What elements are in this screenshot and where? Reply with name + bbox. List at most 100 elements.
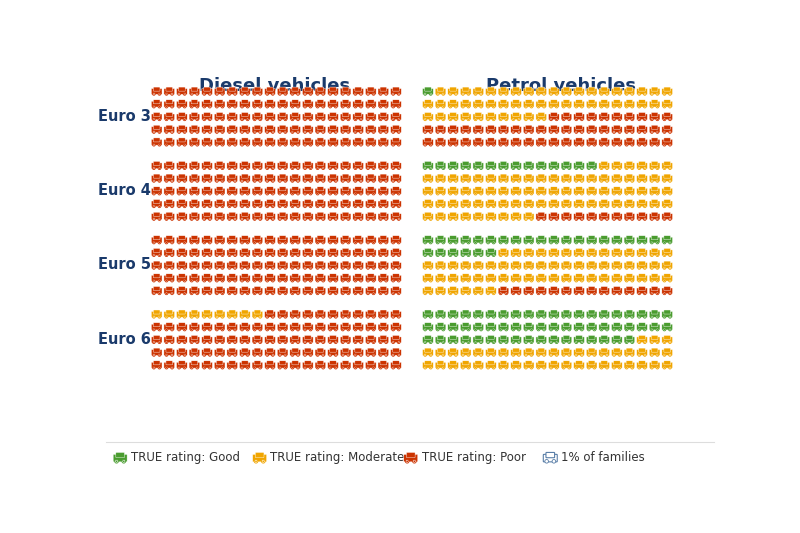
Circle shape [606, 367, 608, 368]
FancyBboxPatch shape [599, 337, 610, 343]
FancyBboxPatch shape [328, 288, 338, 294]
Circle shape [631, 241, 634, 244]
Circle shape [354, 131, 356, 133]
Circle shape [600, 366, 603, 369]
FancyBboxPatch shape [265, 114, 275, 120]
Circle shape [354, 105, 357, 108]
Circle shape [310, 144, 311, 146]
FancyBboxPatch shape [390, 324, 402, 330]
Circle shape [562, 279, 565, 282]
Circle shape [309, 341, 312, 344]
FancyBboxPatch shape [353, 163, 363, 168]
FancyBboxPatch shape [380, 87, 386, 91]
FancyBboxPatch shape [239, 140, 250, 145]
FancyBboxPatch shape [526, 87, 532, 91]
FancyBboxPatch shape [189, 337, 200, 343]
Circle shape [593, 180, 596, 182]
Circle shape [366, 217, 370, 221]
Circle shape [203, 217, 206, 221]
Circle shape [467, 192, 470, 195]
Circle shape [462, 193, 464, 195]
Circle shape [279, 354, 281, 356]
Circle shape [568, 292, 570, 295]
FancyBboxPatch shape [614, 212, 620, 216]
Circle shape [347, 266, 350, 269]
Circle shape [379, 353, 382, 356]
FancyBboxPatch shape [151, 101, 162, 107]
Circle shape [606, 280, 608, 281]
FancyBboxPatch shape [435, 214, 446, 220]
FancyBboxPatch shape [450, 199, 457, 204]
Circle shape [178, 367, 180, 368]
Circle shape [380, 293, 382, 294]
Circle shape [335, 180, 337, 182]
Circle shape [259, 144, 261, 146]
FancyBboxPatch shape [549, 127, 559, 132]
FancyBboxPatch shape [292, 138, 298, 142]
FancyBboxPatch shape [599, 250, 610, 256]
Circle shape [271, 217, 274, 221]
Circle shape [594, 131, 595, 133]
FancyBboxPatch shape [561, 237, 572, 243]
Circle shape [215, 167, 218, 169]
Circle shape [525, 219, 526, 220]
Circle shape [588, 219, 590, 220]
FancyBboxPatch shape [202, 88, 212, 94]
Circle shape [379, 131, 382, 133]
FancyBboxPatch shape [460, 88, 471, 94]
Circle shape [424, 279, 426, 282]
Circle shape [594, 267, 595, 269]
Circle shape [462, 280, 464, 281]
FancyBboxPatch shape [367, 361, 374, 365]
Circle shape [254, 180, 255, 182]
Circle shape [563, 293, 564, 294]
Circle shape [342, 180, 344, 182]
FancyBboxPatch shape [588, 138, 595, 142]
Circle shape [550, 316, 553, 318]
Circle shape [454, 192, 458, 195]
Circle shape [178, 266, 181, 269]
Circle shape [247, 180, 248, 182]
FancyBboxPatch shape [279, 310, 286, 314]
FancyBboxPatch shape [586, 163, 597, 168]
Circle shape [322, 279, 325, 282]
Circle shape [304, 180, 306, 182]
Circle shape [538, 316, 539, 318]
FancyBboxPatch shape [151, 263, 162, 268]
Circle shape [669, 131, 671, 133]
FancyBboxPatch shape [191, 174, 198, 178]
FancyBboxPatch shape [154, 138, 160, 142]
Circle shape [543, 354, 545, 356]
Circle shape [216, 280, 218, 281]
Circle shape [191, 280, 192, 281]
Circle shape [184, 167, 186, 169]
Circle shape [266, 367, 268, 368]
FancyBboxPatch shape [651, 274, 658, 278]
Circle shape [430, 329, 431, 330]
Circle shape [316, 266, 319, 269]
Circle shape [542, 205, 546, 208]
Circle shape [500, 93, 502, 94]
Circle shape [518, 144, 519, 146]
Circle shape [322, 205, 325, 208]
Circle shape [480, 280, 482, 281]
Circle shape [342, 167, 344, 169]
Circle shape [191, 193, 192, 195]
Circle shape [467, 93, 470, 95]
Circle shape [234, 205, 237, 208]
Circle shape [569, 255, 570, 256]
Circle shape [196, 93, 198, 95]
Circle shape [398, 316, 399, 318]
Circle shape [512, 131, 514, 133]
Circle shape [575, 266, 578, 269]
Circle shape [644, 206, 646, 207]
Circle shape [241, 217, 243, 221]
Circle shape [568, 353, 570, 356]
Circle shape [555, 205, 558, 208]
Circle shape [449, 205, 452, 208]
Circle shape [499, 143, 502, 146]
Circle shape [359, 180, 362, 182]
Circle shape [562, 105, 565, 108]
Circle shape [330, 329, 331, 330]
FancyBboxPatch shape [239, 337, 250, 343]
